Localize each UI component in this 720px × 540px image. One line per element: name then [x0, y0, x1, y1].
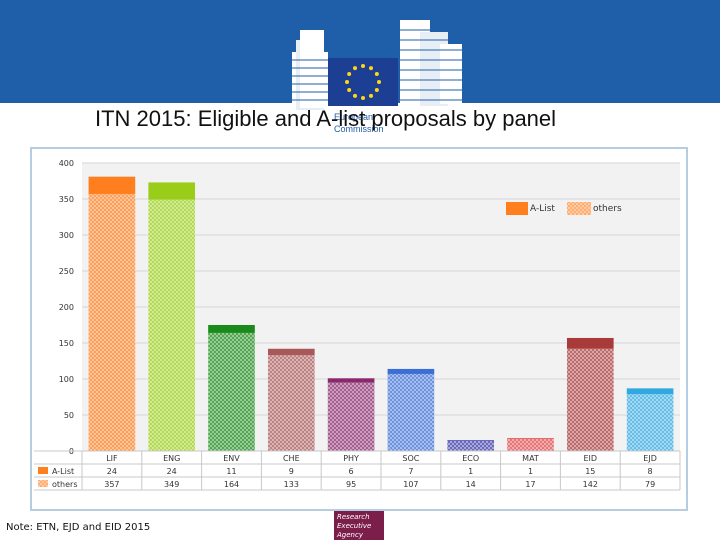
bar-others-eid: [566, 348, 614, 451]
bar-alist-phy: [327, 378, 375, 383]
logo-text-commission: Commission: [334, 124, 384, 134]
x-category-label: CHE: [283, 454, 300, 463]
y-tick-label: 300: [59, 231, 74, 240]
bar-others-env: [208, 332, 255, 451]
bars: [88, 176, 674, 451]
table-cell-alist: 9: [289, 467, 294, 476]
x-category-label: SOC: [402, 454, 419, 463]
agency-text-agency: Agency: [336, 531, 364, 539]
building-icon: [292, 20, 462, 112]
y-tick-label: 350: [59, 195, 74, 204]
bar-alist-che: [267, 348, 315, 356]
bar-alist-ejd: [626, 388, 674, 395]
bar-alist-eco: [447, 440, 495, 441]
bar-others-eco: [447, 440, 495, 451]
table-cell-others: 133: [284, 480, 299, 489]
table-key-others: [38, 480, 48, 487]
eu-star: [345, 80, 349, 84]
y-tick-label: 100: [59, 375, 74, 384]
eu-star: [353, 93, 357, 98]
bar-alist-eid: [566, 337, 614, 349]
footnote: Note: ETN, EJD and EID 2015: [6, 522, 151, 533]
research-executive-agency-logo: Research Executive Agency: [334, 511, 384, 540]
agency-text-executive: Executive: [337, 522, 371, 530]
y-tick-label: 50: [64, 411, 74, 420]
table-cell-others: 79: [645, 480, 655, 489]
table-cell-others: 107: [403, 480, 418, 489]
bar-others-che: [267, 355, 315, 451]
x-category-label: ENV: [223, 454, 240, 463]
table-cell-others: 349: [164, 480, 179, 489]
eu-star: [347, 72, 352, 76]
bar-alist-env: [208, 325, 255, 333]
x-category-label: MAT: [522, 454, 539, 463]
y-tick-label: 400: [59, 159, 74, 168]
eu-stars-icon: [345, 64, 381, 100]
table-row-label-alist: A-List: [52, 467, 74, 476]
table-row-label-others: others: [52, 480, 77, 489]
bar-alist-lif: [88, 176, 136, 194]
table-cell-others: 164: [224, 480, 239, 489]
bar-others-phy: [327, 382, 375, 451]
table-cell-alist: 15: [585, 467, 595, 476]
legend-swatch-alist: [506, 202, 528, 215]
eu-star: [369, 93, 373, 98]
table-cell-others: 95: [346, 480, 356, 489]
y-tick-label: 200: [59, 303, 74, 312]
eu-star: [361, 96, 365, 100]
bar-others-lif: [88, 193, 136, 451]
bar-others-ejd: [626, 394, 674, 451]
logo-text-european: European: [334, 112, 373, 122]
x-category-label: EID: [584, 454, 598, 463]
chart: 050100150200250300350400 A-ListothersLIF…: [30, 147, 688, 511]
legend-label-others: others: [593, 204, 622, 214]
table-cell-alist: 24: [167, 467, 177, 476]
table-key-alist: [38, 467, 48, 474]
table-cell-alist: 1: [528, 467, 533, 476]
eu-star: [369, 66, 373, 71]
bar-alist-eng: [148, 182, 196, 200]
eu-star: [374, 88, 379, 92]
table-cell-alist: 8: [648, 467, 653, 476]
table-cell-alist: 1: [468, 467, 473, 476]
bar-others-mat: [507, 438, 554, 451]
legend-swatch-others: [567, 202, 591, 215]
eu-star: [347, 88, 352, 92]
bar-alist-soc: [387, 368, 435, 374]
data-table: A-ListothersLIF24357ENG24349ENV11164CHE9…: [34, 450, 681, 491]
table-cell-alist: 11: [226, 467, 236, 476]
bar-alist-mat: [507, 438, 554, 439]
y-tick-label: 150: [59, 339, 74, 348]
eu-star: [377, 80, 381, 84]
table-cell-alist: 24: [107, 467, 117, 476]
table-cell-others: 17: [525, 480, 535, 489]
x-category-label: EJD: [643, 454, 657, 463]
legend: A-List others: [506, 202, 622, 215]
bar-others-eng: [148, 199, 196, 451]
x-category-label: LIF: [106, 454, 118, 463]
x-category-label: PHY: [343, 454, 359, 463]
legend-label-alist: A-List: [530, 204, 555, 214]
table-cell-others: 14: [466, 480, 476, 489]
x-category-label: ENG: [163, 454, 180, 463]
table-cell-alist: 7: [408, 467, 413, 476]
y-tick-label: 250: [59, 267, 74, 276]
european-commission-logo: European Commission: [292, 20, 462, 140]
x-category-label: ECO: [462, 454, 479, 463]
table-cell-others: 142: [583, 480, 598, 489]
table-cell-alist: 6: [349, 467, 354, 476]
eu-star: [361, 64, 365, 68]
agency-text-research: Research: [337, 513, 370, 521]
bar-others-soc: [387, 373, 435, 451]
eu-star: [374, 72, 379, 76]
table-cell-others: 357: [104, 480, 119, 489]
eu-star: [353, 66, 357, 71]
page-title: ITN 2015: Eligible and A-list proposals …: [95, 106, 557, 131]
